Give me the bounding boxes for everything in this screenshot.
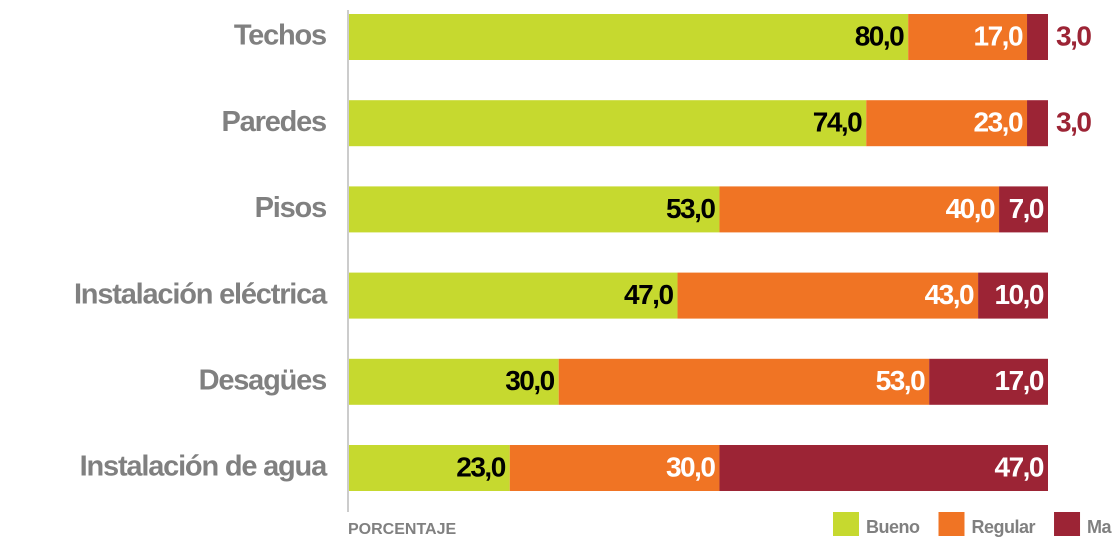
legend-label: Regular (972, 517, 1036, 537)
value-label: 43,0 (925, 279, 974, 310)
bar-segment (908, 14, 1028, 60)
value-label: 47,0 (995, 451, 1044, 482)
bar-segment (929, 358, 1048, 405)
bar-segment (1027, 14, 1048, 60)
bar-segment (719, 186, 1000, 233)
legend-swatch (833, 512, 859, 536)
value-label: 74,0 (813, 107, 862, 138)
bar-segment (558, 358, 930, 405)
value-label: 23,0 (974, 107, 1023, 138)
legend-label: Bueno (866, 517, 920, 537)
value-label: 23,0 (456, 451, 505, 482)
legend-label: Malo (1087, 517, 1112, 537)
bar-segment (349, 358, 559, 405)
bar-segment (978, 272, 1048, 319)
value-label: 53,0 (876, 365, 925, 396)
value-label: 3,0 (1056, 107, 1091, 138)
value-label: 80,0 (855, 20, 904, 51)
bar-segment (349, 272, 678, 319)
value-label: 47,0 (624, 279, 673, 310)
bar-segment (349, 186, 720, 233)
value-label: 3,0 (1056, 20, 1091, 51)
category-label: Instalación de agua (80, 451, 328, 483)
category-label: Techos (234, 20, 326, 52)
bar-segment (509, 445, 720, 491)
value-label: 30,0 (666, 451, 715, 482)
bar-segment (349, 14, 909, 60)
bar-segment (349, 445, 510, 491)
category-label: Instalación eléctrica (74, 278, 328, 310)
legend-swatch (938, 512, 965, 536)
category-label: Paredes (222, 106, 327, 138)
value-label: 53,0 (666, 193, 715, 224)
bar-segment (677, 272, 979, 319)
bar-segment (1027, 100, 1048, 147)
x-axis-label: PORCENTAJE (348, 521, 456, 538)
legend-swatch (1054, 512, 1081, 536)
bar-segment (349, 100, 867, 147)
category-label: Desagües (199, 364, 326, 396)
bar-segment (999, 186, 1048, 233)
value-label: 10,0 (995, 279, 1044, 310)
bar-segment (866, 100, 1028, 147)
value-label: 17,0 (995, 365, 1044, 396)
value-label: 30,0 (505, 365, 554, 396)
bar-segment (719, 445, 1048, 491)
value-label: 40,0 (946, 193, 995, 224)
category-label: Pisos (255, 192, 326, 224)
value-label: 7,0 (1009, 193, 1044, 224)
value-label: 17,0 (974, 20, 1023, 51)
